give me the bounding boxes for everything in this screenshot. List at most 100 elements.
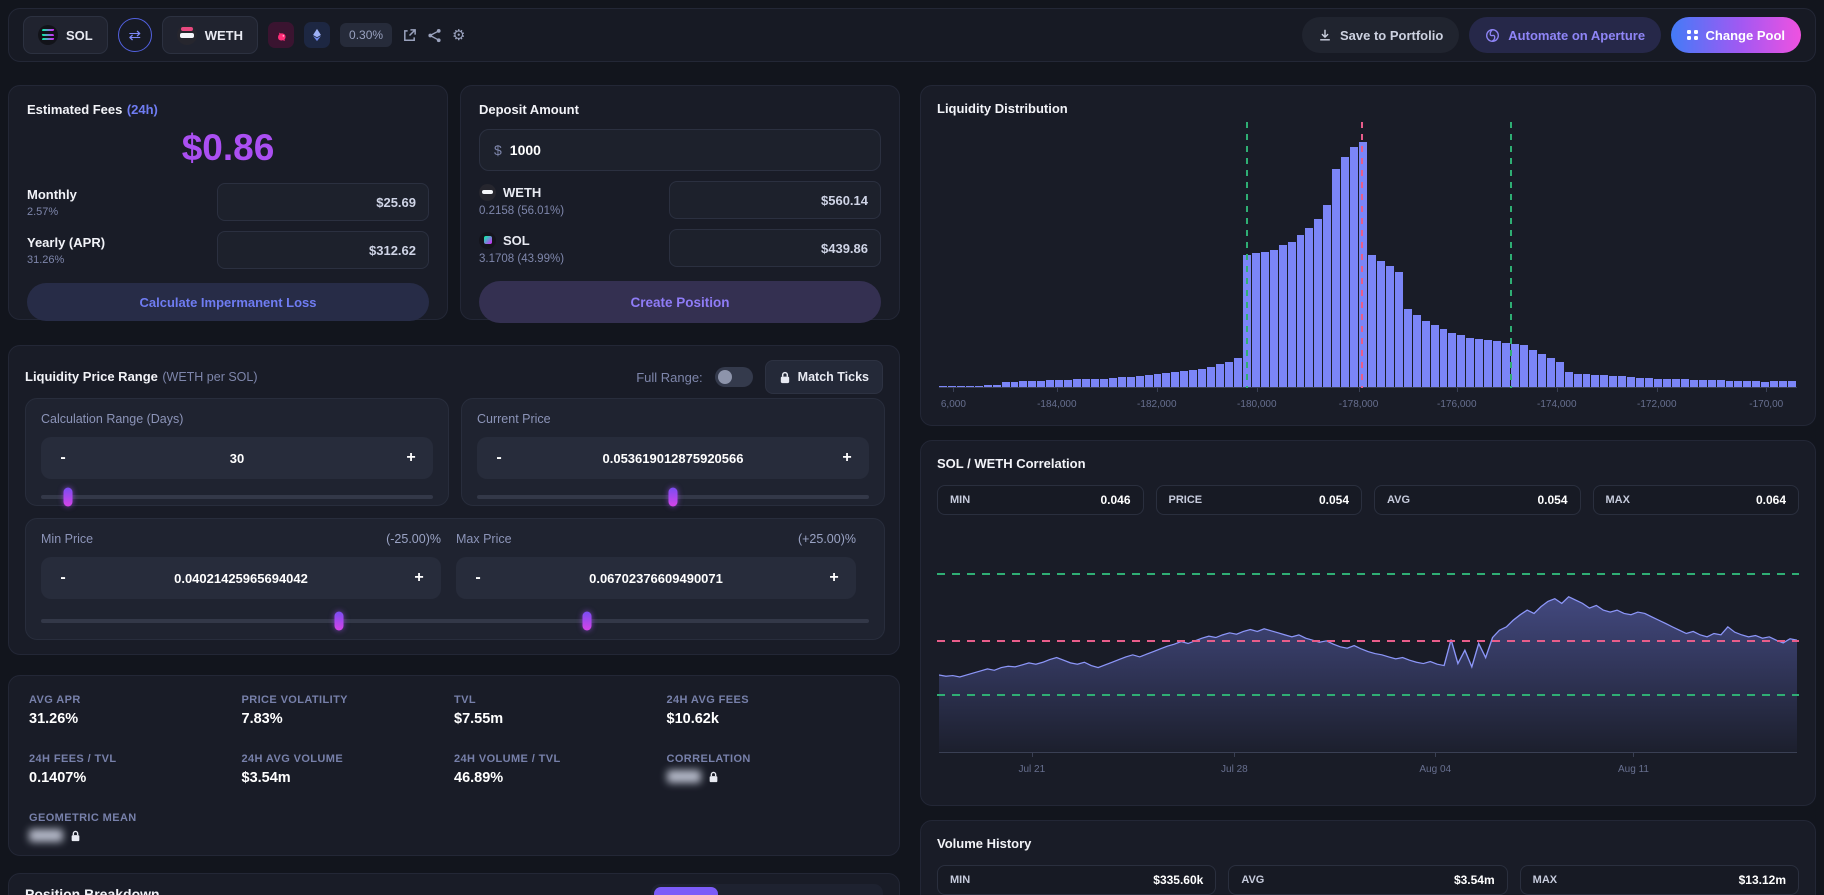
decrement-button[interactable]: - [491,449,507,467]
change-pool-button[interactable]: Change Pool [1671,17,1801,53]
max-price-value[interactable]: 0.06702376609490071 [589,571,723,586]
liquidity-distribution-panel: Liquidity Distribution 6,000-184,000-182… [920,85,1816,426]
settings-gear-icon[interactable]: ⚙ [452,26,465,44]
correlation-stats-row: MIN0.046PRICE0.054AVG0.054MAX0.064 [937,485,1799,515]
current-price-stepper: - 0.053619012875920566 + [477,437,869,479]
max-price-label: Max Price [456,532,512,546]
histogram-bars [939,134,1797,388]
decrement-button[interactable]: - [55,569,71,587]
increment-button[interactable]: + [411,569,427,587]
calculation-range-slider[interactable] [41,495,433,499]
save-to-portfolio-label: Save to Portfolio [1340,28,1443,43]
full-range-toggle[interactable] [715,367,753,387]
automate-on-aperture-button[interactable]: Automate on Aperture [1469,17,1661,53]
min-max-range-slider[interactable] [41,619,869,623]
slider-handle[interactable] [64,488,73,507]
correlation-panel: SOL / WETH Correlation MIN0.046PRICE0.05… [920,440,1816,806]
range-bound-marker [1510,122,1512,388]
stat-value: $7.55m [454,711,667,727]
monthly-fees-field[interactable]: $25.69 [217,183,429,221]
pool-stats-panel: AVG APR31.26%PRICE VOLATILITY7.83%TVL$7.… [8,675,900,856]
token1-selector[interactable]: WETH [162,16,258,54]
external-link-icon[interactable] [402,28,417,43]
stat-value [667,770,880,783]
decrement-button[interactable]: - [55,449,71,467]
monthly-pct: 2.57% [27,206,77,218]
sol-symbol: SOL [503,233,530,248]
liquidity-distribution-chart[interactable]: 6,000-184,000-182,000-180,000-178,000-17… [937,120,1799,416]
weth-value-field[interactable]: $560.14 [669,181,881,219]
save-to-portfolio-button[interactable]: Save to Portfolio [1302,17,1459,53]
estimated-fees-title: Estimated Fees [27,102,122,117]
deposit-token-row-sol: SOL 3.1708 (43.99%) $439.86 [479,229,881,267]
stat-item: 24H VOLUME / TVL46.89% [454,753,667,786]
stat-item: 24H AVG FEES$10.62k [667,694,880,727]
stats-grid: AVG APR31.26%PRICE VOLATILITY7.83%TVL$7.… [29,694,879,842]
token0-selector[interactable]: SOL [23,16,108,54]
sol-amount-detail: 3.1708 (43.99%) [479,253,564,265]
x-axis-tick: -182,000 [1137,399,1176,410]
ethereum-badge[interactable] [304,22,330,48]
price-range-subtitle: (WETH per SOL) [162,370,257,384]
current-price-slider[interactable] [477,495,869,499]
increment-button[interactable]: + [403,449,419,467]
match-ticks-button[interactable]: Match Ticks [765,360,883,394]
yearly-fees-field[interactable]: $312.62 [217,231,429,269]
range-guide-line [937,573,1799,575]
weth-icon [177,25,197,45]
min-price-stepper: - 0.04021425965694042 + [41,557,441,599]
sol-value-field[interactable]: $439.86 [669,229,881,267]
stat-label: 24H AVG FEES [667,694,880,706]
lock-icon [708,771,719,783]
calculate-impermanent-loss-button[interactable]: Calculate Impermanent Loss [27,283,429,321]
segment-active[interactable] [654,887,718,895]
max-slider-handle[interactable] [583,612,592,631]
liquidity-price-range-panel: Liquidity Price Range (WETH per SOL) Ful… [8,345,900,655]
price-range-title: Liquidity Price Range [25,369,158,384]
x-axis-tick: -172,000 [1637,399,1676,410]
stat-value: 31.26% [29,711,242,727]
uniswap-unicorn-icon [274,28,289,43]
daily-fees-value: $0.86 [27,127,429,169]
swap-tokens-button[interactable]: ⇄ [118,18,152,52]
deposit-amount-input[interactable]: $ 1000 [479,129,881,171]
stat-box: AVG$3.54m [1228,865,1507,895]
current-price-box: Current Price - 0.053619012875920566 + [461,398,885,506]
x-axis-tick: -178,000 [1339,399,1378,410]
x-axis-tick: -180,000 [1237,399,1276,410]
calculation-range-box: Calculation Range (Days) - 30 + [25,398,449,506]
segment[interactable] [796,887,880,895]
stat-box: MIN0.046 [937,485,1144,515]
calculation-range-value[interactable]: 30 [230,451,244,466]
stat-label: CORRELATION [667,753,880,765]
blurred-value [29,829,63,842]
volume-history-panel: Volume History MIN$335.60kAVG$3.54mMAX$1… [920,820,1816,895]
chart-mode-segmented-control [651,884,883,895]
correlation-title: SOL / WETH Correlation [937,456,1086,471]
increment-button[interactable]: + [826,569,842,587]
stat-item: CORRELATION [667,753,880,786]
weth-icon [479,184,496,201]
change-pool-label: Change Pool [1706,28,1785,43]
increment-button[interactable]: + [839,449,855,467]
match-ticks-label: Match Ticks [798,370,869,384]
stat-item: TVL$7.55m [454,694,667,727]
min-max-price-box: Min Price (-25.00)% - 0.0402142596569404… [25,518,885,640]
current-price-label: Current Price [477,412,869,426]
correlation-chart[interactable]: Jul 21Jul 28Aug 04Aug 11 [937,525,1799,777]
price-guide-line [937,640,1799,642]
min-price-value[interactable]: 0.04021425965694042 [174,571,308,586]
correlation-plot [939,525,1797,753]
range-bound-marker [1246,122,1248,388]
segment[interactable] [720,887,794,895]
decrement-button[interactable]: - [470,569,486,587]
current-price-value[interactable]: 0.053619012875920566 [603,451,744,466]
create-position-button[interactable]: Create Position [479,281,881,323]
deposit-amount-value: 1000 [510,142,541,158]
uniswap-badge[interactable] [268,22,294,48]
slider-handle[interactable] [669,488,678,507]
share-icon[interactable] [427,28,442,43]
token1-label: WETH [205,28,243,43]
min-slider-handle[interactable] [335,612,344,631]
fees-period-link[interactable]: (24h) [127,102,158,117]
